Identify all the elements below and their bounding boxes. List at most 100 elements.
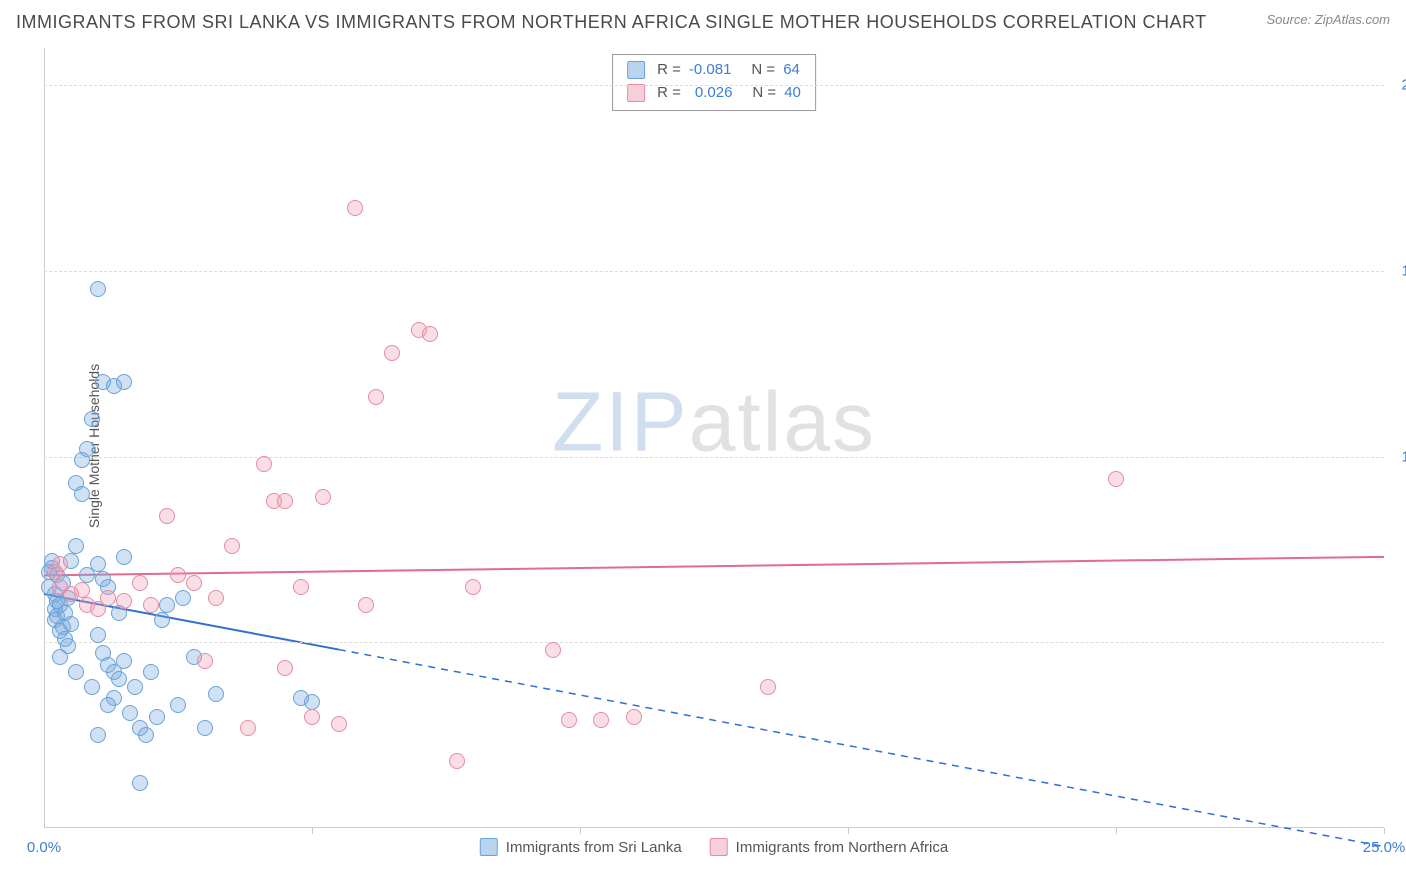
scatter-point — [127, 679, 143, 695]
scatter-point — [159, 597, 175, 613]
scatter-point — [384, 345, 400, 361]
scatter-point — [143, 664, 159, 680]
gridline — [44, 457, 1384, 458]
scatter-point — [186, 575, 202, 591]
scatter-point — [68, 664, 84, 680]
scatter-point — [74, 486, 90, 502]
scatter-point — [154, 612, 170, 628]
scatter-point — [293, 690, 309, 706]
x-tick-mark — [1384, 828, 1385, 834]
scatter-point — [79, 441, 95, 457]
n-value-sri-lanka: 64 — [783, 59, 800, 82]
swatch-blue-icon — [480, 838, 498, 856]
scatter-point — [293, 579, 309, 595]
scatter-point — [74, 582, 90, 598]
scatter-point — [368, 389, 384, 405]
scatter-point — [84, 679, 100, 695]
swatch-blue-icon — [627, 61, 645, 79]
scatter-point — [90, 627, 106, 643]
scatter-point — [149, 709, 165, 725]
x-tick-mark — [580, 828, 581, 834]
gridline — [44, 271, 1384, 272]
scatter-point — [175, 590, 191, 606]
legend-item-northern-africa: Immigrants from Northern Africa — [710, 838, 949, 856]
chart-title: IMMIGRANTS FROM SRI LANKA VS IMMIGRANTS … — [16, 12, 1207, 33]
x-tick-mark — [848, 828, 849, 834]
scatter-point — [132, 775, 148, 791]
x-axis-line — [44, 827, 1384, 828]
scatter-point — [465, 579, 481, 595]
r-value-sri-lanka: -0.081 — [689, 59, 732, 82]
gridline — [44, 85, 1384, 86]
scatter-point — [593, 712, 609, 728]
scatter-point — [277, 660, 293, 676]
scatter-point — [315, 489, 331, 505]
scatter-point — [52, 649, 68, 665]
swatch-pink-icon — [710, 838, 728, 856]
x-tick-label: 0.0% — [27, 839, 61, 856]
scatter-point — [197, 720, 213, 736]
scatter-point — [760, 679, 776, 695]
plot-area: ZIPatlas R = -0.081 N = 64 R = 0.026 N =… — [44, 48, 1384, 828]
watermark-zip: ZIP — [552, 375, 689, 469]
r-label: R = — [657, 59, 681, 82]
scatter-point — [111, 671, 127, 687]
stats-row-sri-lanka: R = -0.081 N = 64 — [627, 59, 801, 82]
y-tick-label: 10.0% — [1401, 448, 1406, 465]
scatter-point — [545, 642, 561, 658]
scatter-point — [331, 716, 347, 732]
scatter-point — [170, 567, 186, 583]
x-tick-mark — [312, 828, 313, 834]
scatter-point — [422, 326, 438, 342]
scatter-point — [159, 508, 175, 524]
scatter-point — [561, 712, 577, 728]
scatter-point — [277, 493, 293, 509]
scatter-point — [122, 705, 138, 721]
y-tick-label: 15.0% — [1401, 262, 1406, 279]
scatter-point — [347, 200, 363, 216]
scatter-point — [100, 697, 116, 713]
stats-legend: R = -0.081 N = 64 R = 0.026 N = 40 — [612, 54, 816, 111]
scatter-point — [79, 567, 95, 583]
scatter-point — [116, 593, 132, 609]
scatter-point — [84, 411, 100, 427]
scatter-point — [240, 720, 256, 736]
scatter-point — [224, 538, 240, 554]
gridline — [44, 642, 1384, 643]
x-tick-label: 25.0% — [1363, 839, 1406, 856]
scatter-point — [304, 709, 320, 725]
trend-lines — [44, 48, 1384, 828]
watermark-atlas: atlas — [689, 375, 876, 469]
scatter-point — [132, 575, 148, 591]
series-legend: Immigrants from Sri Lanka Immigrants fro… — [480, 838, 948, 856]
swatch-pink-icon — [627, 84, 645, 102]
legend-label-sri-lanka: Immigrants from Sri Lanka — [506, 839, 682, 856]
scatter-point — [358, 597, 374, 613]
scatter-point — [52, 556, 68, 572]
y-axis-line — [44, 48, 45, 828]
scatter-point — [138, 727, 154, 743]
scatter-point — [1108, 471, 1124, 487]
scatter-point — [197, 653, 213, 669]
scatter-point — [143, 597, 159, 613]
scatter-point — [170, 697, 186, 713]
legend-item-sri-lanka: Immigrants from Sri Lanka — [480, 838, 682, 856]
scatter-point — [90, 601, 106, 617]
scatter-point — [626, 709, 642, 725]
n-label: N = — [751, 59, 775, 82]
scatter-point — [449, 753, 465, 769]
scatter-point — [90, 281, 106, 297]
scatter-point — [90, 727, 106, 743]
scatter-point — [63, 616, 79, 632]
scatter-point — [116, 653, 132, 669]
scatter-point — [68, 538, 84, 554]
scatter-point — [256, 456, 272, 472]
y-tick-label: 20.0% — [1401, 77, 1406, 94]
x-tick-mark — [1116, 828, 1117, 834]
scatter-point — [208, 590, 224, 606]
scatter-point — [116, 549, 132, 565]
legend-label-northern-africa: Immigrants from Northern Africa — [736, 839, 949, 856]
scatter-point — [208, 686, 224, 702]
scatter-point — [116, 374, 132, 390]
source-attribution: Source: ZipAtlas.com — [1266, 12, 1390, 27]
